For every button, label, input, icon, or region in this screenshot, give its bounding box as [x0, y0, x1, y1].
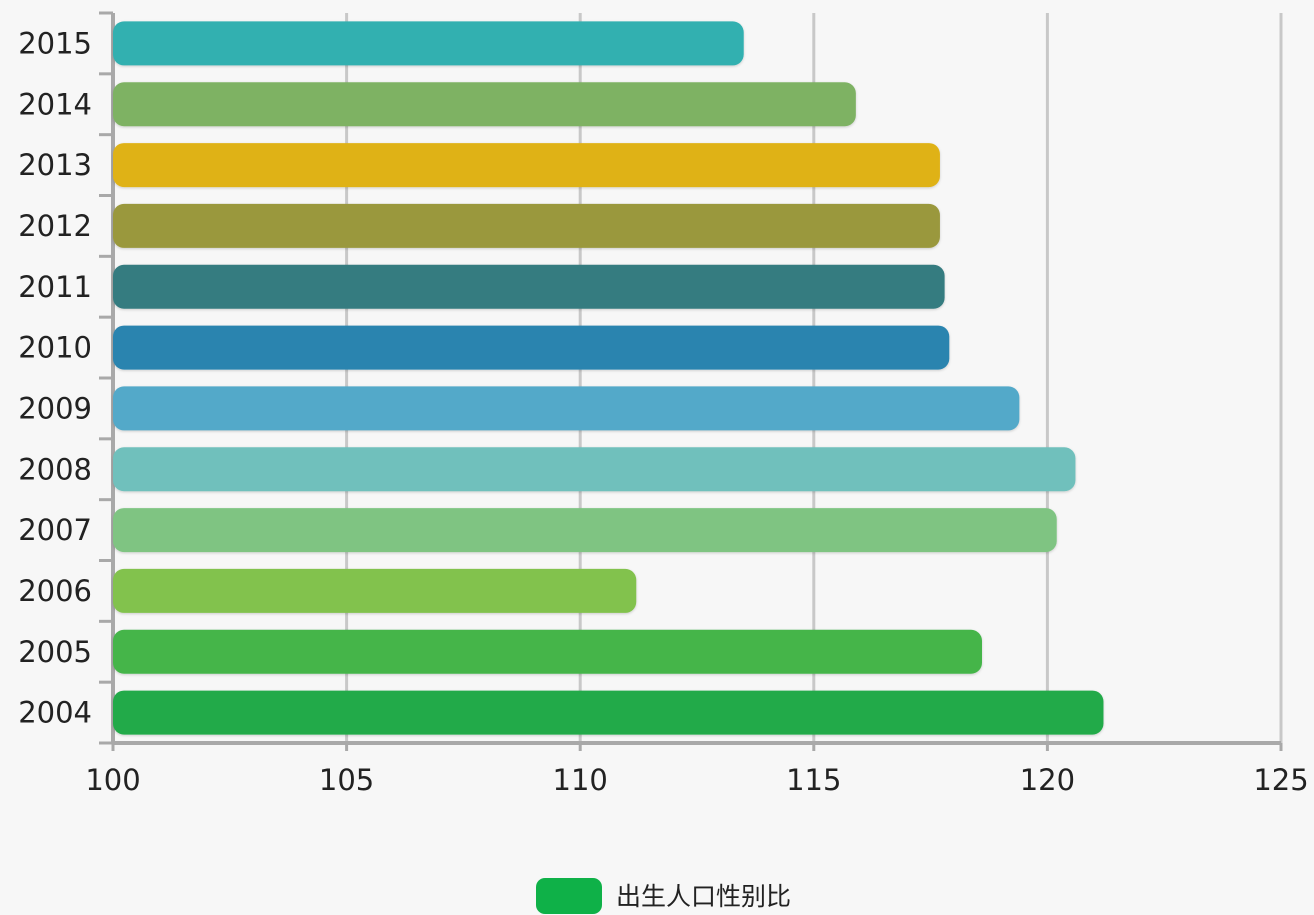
x-axis-label: 115	[786, 763, 841, 797]
y-axis-label: 2014	[18, 87, 92, 121]
y-axis-label: 2007	[18, 513, 92, 547]
bar-2006[interactable]	[113, 568, 637, 613]
bar-2007[interactable]	[113, 508, 1057, 553]
bar-2012[interactable]	[113, 203, 940, 248]
axes	[99, 11, 1283, 751]
y-axis-label: 2010	[18, 331, 92, 365]
bar-2005[interactable]	[113, 629, 982, 674]
x-axis-label: 105	[319, 763, 374, 797]
x-axis-label: 125	[1253, 763, 1308, 797]
y-axis-label: 2012	[18, 209, 92, 243]
x-axis-label: 120	[1020, 763, 1075, 797]
y-axis-label: 2009	[18, 391, 92, 425]
bar-2010[interactable]	[113, 325, 950, 370]
bar-2011[interactable]	[113, 264, 945, 309]
chart-legend[interactable]: 出生人口性别比	[536, 876, 791, 915]
bar-2015[interactable]	[113, 21, 744, 66]
x-axis-label: 100	[85, 763, 140, 797]
bar-2008[interactable]	[113, 447, 1076, 492]
y-axis-labels: 2015 2014 2013 2012 2011 2010 2009 2008 2007 2006…	[18, 26, 92, 729]
bar-2014[interactable]	[113, 82, 856, 127]
legend-swatch[interactable]	[536, 878, 602, 914]
y-axis-label: 2013	[18, 148, 92, 182]
x-axis-label: 110	[553, 763, 608, 797]
y-axis-label: 2004	[18, 696, 92, 730]
x-axis-labels: 100 105 110 115 120 125	[85, 763, 1308, 797]
legend-label[interactable]: 出生人口性别比	[616, 881, 792, 911]
bar-2004[interactable]	[113, 690, 1104, 735]
bar-2009[interactable]	[113, 386, 1020, 431]
y-axis-label: 2011	[18, 270, 92, 304]
y-axis-label: 2005	[18, 635, 92, 669]
bar-series	[113, 21, 1104, 735]
y-axis-label: 2008	[18, 452, 92, 486]
y-axis-label: 2015	[18, 26, 92, 60]
bar-2013[interactable]	[113, 143, 940, 188]
y-axis-label: 2006	[18, 574, 92, 608]
